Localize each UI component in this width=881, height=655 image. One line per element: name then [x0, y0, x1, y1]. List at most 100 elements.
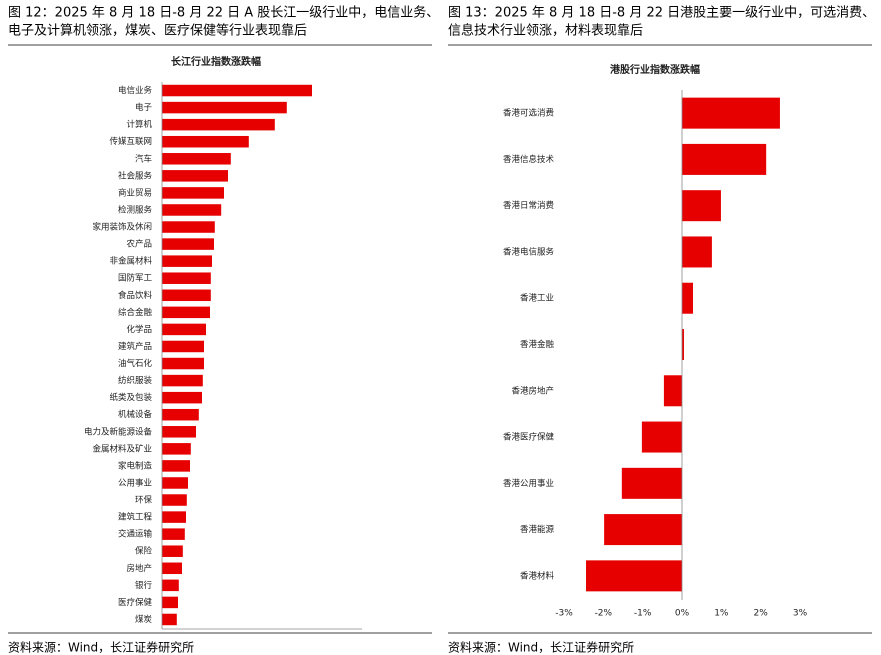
bar — [162, 306, 210, 319]
x-tick-label: -3% — [555, 609, 573, 619]
bar — [162, 289, 211, 302]
category-label: 香港可选消费 — [503, 108, 555, 119]
bar — [162, 187, 224, 199]
source: 资料来源：Wind，长江证券研究所 — [448, 640, 634, 655]
category-label: 检测服务 — [118, 204, 153, 215]
chart-title: 港股行业指数涨跌幅 — [610, 63, 700, 76]
category-label: 煤炭 — [135, 614, 153, 625]
bar — [162, 613, 177, 626]
bar — [586, 560, 682, 592]
bar — [162, 408, 199, 421]
bar — [682, 282, 694, 314]
category-label: 家用装饰及休闲 — [92, 222, 152, 233]
bar — [162, 323, 206, 336]
bar — [682, 329, 684, 360]
category-label: 综合金融 — [118, 307, 153, 318]
x-tick-label: 1% — [714, 609, 729, 619]
category-label: 香港信息技术 — [503, 154, 555, 165]
bar — [162, 391, 202, 404]
category-label: 化学品 — [126, 324, 152, 335]
bar — [162, 170, 228, 182]
category-label: 家电制造 — [118, 460, 153, 471]
category-label: 传媒互联网 — [109, 136, 152, 147]
x-tick-label: 0% — [675, 609, 690, 619]
source: 资料来源：Wind，长江证券研究所 — [8, 640, 194, 655]
bar — [682, 97, 780, 129]
bar — [162, 596, 178, 609]
category-label: 计算机 — [126, 119, 152, 130]
bar — [162, 579, 179, 592]
category-label: 非金属材料 — [109, 256, 152, 267]
bar — [641, 421, 682, 453]
bar — [162, 545, 183, 557]
figure-caption: 图 12：2025 年 8 月 18 日-8 月 22 日 A 股长江一级行业中… — [8, 5, 439, 21]
category-label: 环保 — [135, 495, 153, 506]
category-label: 医疗保健 — [118, 597, 153, 608]
category-label: 香港能源 — [520, 524, 555, 535]
category-label: 纺织服装 — [118, 375, 153, 386]
category-label: 香港电信服务 — [503, 246, 555, 257]
bar — [162, 255, 212, 267]
category-label: 香港房地产 — [511, 385, 554, 396]
category-label: 社会服务 — [118, 170, 153, 181]
category-label: 建筑产品 — [118, 341, 152, 352]
category-label: 香港材料 — [520, 570, 555, 581]
category-label: 银行 — [135, 580, 153, 591]
category-label: 食品饮料 — [118, 290, 153, 301]
bar — [682, 143, 767, 175]
bar — [162, 562, 182, 575]
category-label: 香港金融 — [520, 339, 555, 350]
bar — [162, 153, 231, 165]
bar — [604, 514, 682, 546]
bar — [162, 135, 249, 148]
x-tick-label: -2% — [595, 609, 613, 619]
bar — [162, 272, 211, 284]
bar — [162, 340, 204, 353]
category-label: 保险 — [135, 546, 153, 557]
bar — [682, 190, 721, 222]
category-label: 电信业务 — [118, 85, 153, 96]
bar — [162, 204, 222, 216]
bar — [162, 494, 187, 506]
bar — [162, 84, 312, 97]
category-label: 纸类及包装 — [109, 392, 152, 403]
bar — [162, 118, 275, 131]
figure-caption: 图 13：2025 年 8 月 18 日-8 月 22 日港股主要一级行业中，可… — [448, 6, 875, 21]
category-label: 机械设备 — [118, 409, 153, 420]
x-tick-label: 3% — [793, 609, 808, 619]
category-label: 电力及新能源设备 — [84, 426, 153, 437]
category-label: 国防军工 — [118, 273, 153, 284]
bar — [162, 357, 204, 370]
figure-caption: 电子及计算机领涨，煤炭、医疗保健等行业表现靠后 — [8, 23, 307, 39]
category-label: 建筑工程 — [118, 512, 153, 523]
category-label: 农产品 — [126, 239, 152, 250]
category-label: 房地产 — [126, 563, 152, 574]
bar — [162, 426, 196, 438]
bar — [621, 467, 682, 499]
category-label: 香港医疗保健 — [503, 432, 555, 443]
bar — [162, 477, 188, 489]
category-label: 交通运输 — [118, 529, 153, 540]
category-label: 金属材料及矿业 — [92, 443, 152, 454]
bar — [663, 375, 682, 407]
chart-title: 长江行业指数涨跌幅 — [171, 55, 261, 68]
bar — [162, 528, 185, 540]
bar — [162, 221, 215, 233]
bar — [162, 238, 214, 250]
bar — [162, 374, 203, 387]
bar — [162, 460, 190, 472]
category-label: 汽车 — [135, 153, 152, 164]
category-label: 香港公用事业 — [503, 478, 554, 489]
bar — [162, 511, 186, 523]
x-tick-label: 2% — [754, 609, 769, 619]
bar — [162, 443, 191, 455]
figure-caption: 信息技术行业领涨，材料表现靠后 — [448, 23, 643, 39]
category-label: 油气石化 — [118, 358, 153, 369]
category-label: 商业贸易 — [118, 187, 152, 198]
category-label: 香港工业 — [520, 293, 554, 304]
category-label: 公用事业 — [118, 477, 152, 488]
bar — [162, 101, 287, 114]
bar — [682, 236, 712, 268]
x-tick-label: -1% — [634, 609, 652, 619]
